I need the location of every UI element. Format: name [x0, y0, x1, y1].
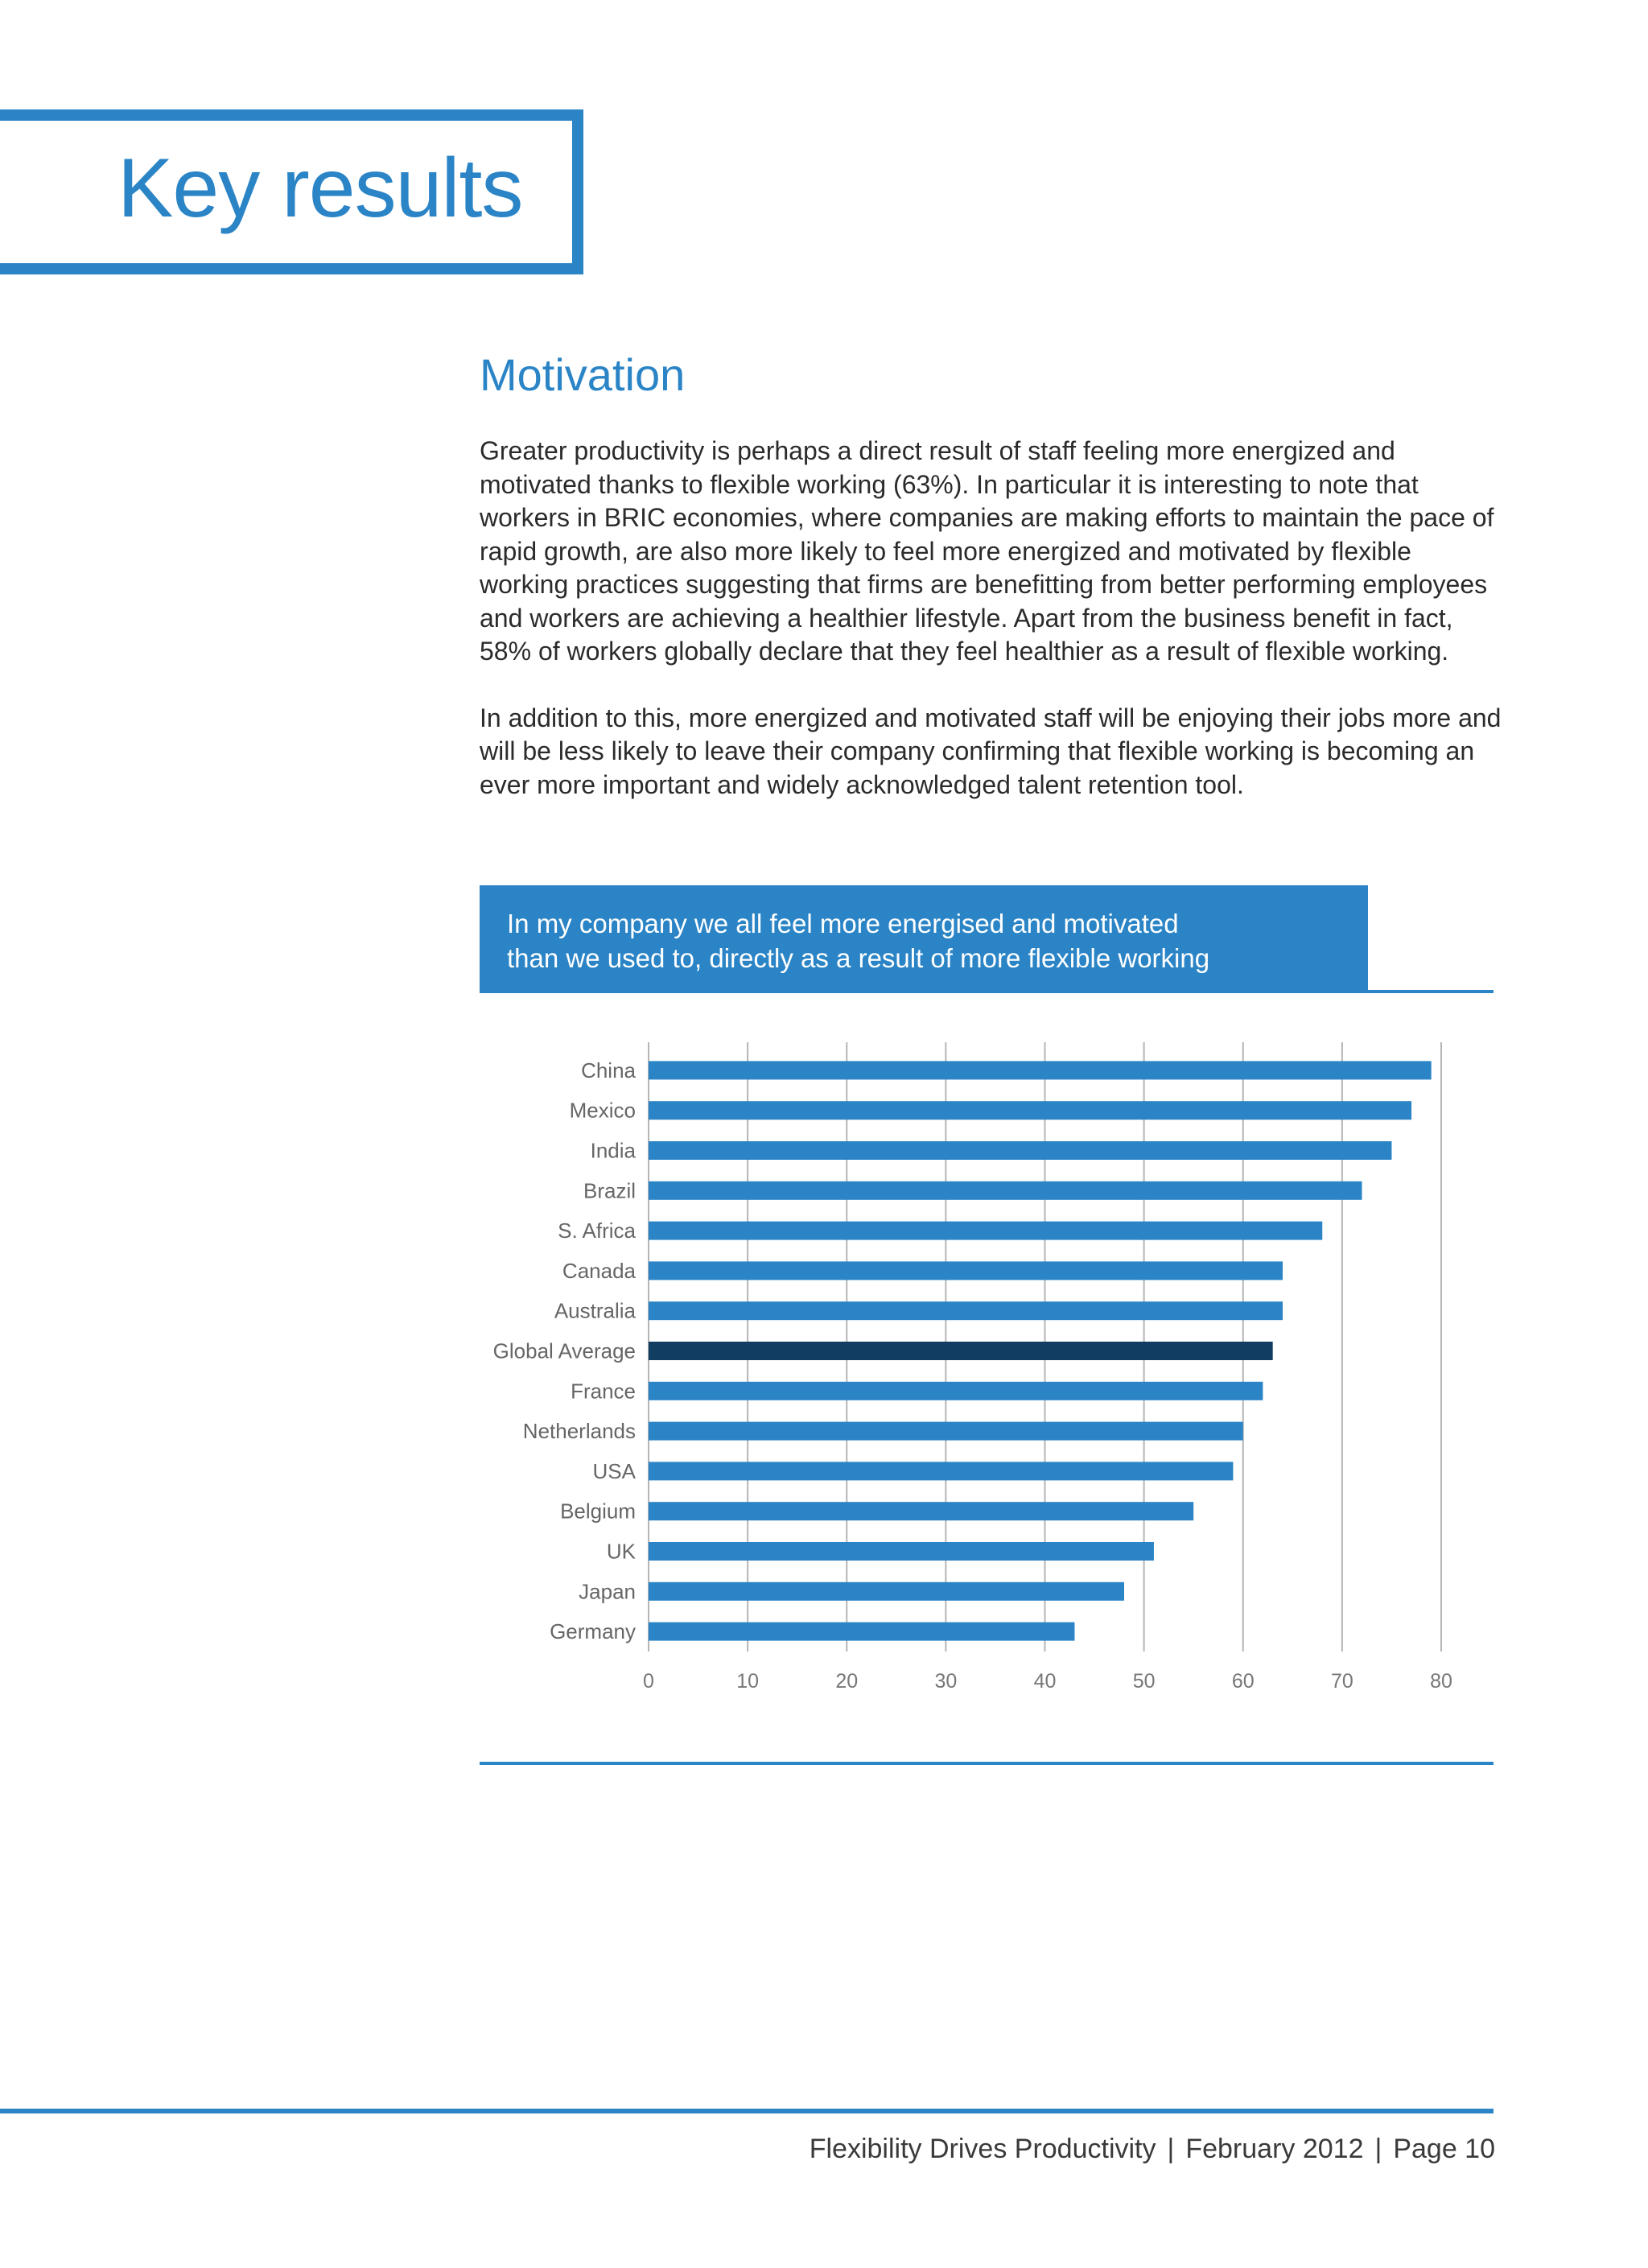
bar-mexico [649, 1101, 1412, 1120]
x-tick-label: 70 [1331, 1670, 1353, 1693]
bar-usa [649, 1462, 1234, 1481]
category-label: India [591, 1139, 637, 1163]
x-tick-label: 0 [643, 1670, 654, 1693]
footer-title: Flexibility Drives Productivity [809, 2134, 1156, 2164]
bar-global-average [649, 1342, 1273, 1360]
bar-canada [649, 1261, 1283, 1280]
x-tick-label: 80 [1430, 1670, 1452, 1693]
chart-heading: In my company we all feel more energised… [480, 885, 1368, 992]
x-tick-label: 20 [835, 1670, 858, 1693]
x-tick-label: 30 [934, 1670, 957, 1693]
bar-germany [649, 1622, 1075, 1641]
bar-australia [649, 1301, 1283, 1321]
footer-separator: | [1374, 2134, 1382, 2164]
bar-china [649, 1061, 1432, 1080]
footer-separator: | [1167, 2134, 1175, 2164]
category-label: USA [593, 1459, 637, 1483]
chart-bottom-rule [480, 1762, 1494, 1765]
category-label: Germany [550, 1619, 636, 1643]
category-label: China [581, 1058, 636, 1082]
category-label: Belgium [560, 1499, 636, 1524]
bar-s-africa [649, 1221, 1323, 1240]
chart-heading-line: In my company we all feel more energised… [507, 909, 1179, 938]
category-label: Japan [579, 1579, 636, 1603]
page-number: Page 10 [1393, 2134, 1495, 2164]
x-tick-label: 60 [1232, 1670, 1255, 1693]
x-tick-label: 10 [736, 1670, 759, 1693]
chart-top-rule [480, 990, 1494, 993]
category-label: Canada [562, 1259, 637, 1283]
body-text: Greater productivity is perhaps a direct… [480, 435, 1502, 835]
bar-brazil [649, 1181, 1362, 1200]
category-label: Brazil [583, 1178, 636, 1202]
category-label: UK [607, 1540, 637, 1564]
bar-belgium [649, 1502, 1194, 1521]
paragraph: Greater productivity is perhaps a direct… [480, 436, 1494, 666]
footer: Flexibility Drives Productivity | February… [810, 2134, 1495, 2165]
category-label: S. Africa [558, 1219, 636, 1243]
footer-date: February 2012 [1185, 2134, 1364, 2164]
category-label: Mexico [570, 1099, 636, 1123]
chart-heading-line: than we used to, directly as a result of… [507, 943, 1210, 973]
bar-chart: 0 10 20 30 40 50 60 70 80 China Mexico India Brazil S… [493, 1042, 1452, 1693]
footer-rule [0, 2109, 1494, 2113]
paragraph: In addition to this, more energized and … [480, 703, 1502, 799]
section-title: Motivation [480, 349, 686, 400]
header-frame [0, 109, 583, 274]
page-title: Key results [117, 142, 523, 235]
x-tick-label: 50 [1133, 1670, 1156, 1693]
bar-india [649, 1141, 1392, 1160]
category-label: France [571, 1379, 636, 1403]
x-tick-label: 40 [1034, 1670, 1057, 1693]
bar-france [649, 1381, 1263, 1400]
bar-japan [649, 1581, 1124, 1601]
bar-uk [649, 1542, 1154, 1561]
category-label: Global Average [493, 1339, 636, 1363]
category-label: Netherlands [523, 1419, 636, 1443]
bar-netherlands [649, 1421, 1243, 1441]
category-label: Australia [554, 1299, 637, 1323]
